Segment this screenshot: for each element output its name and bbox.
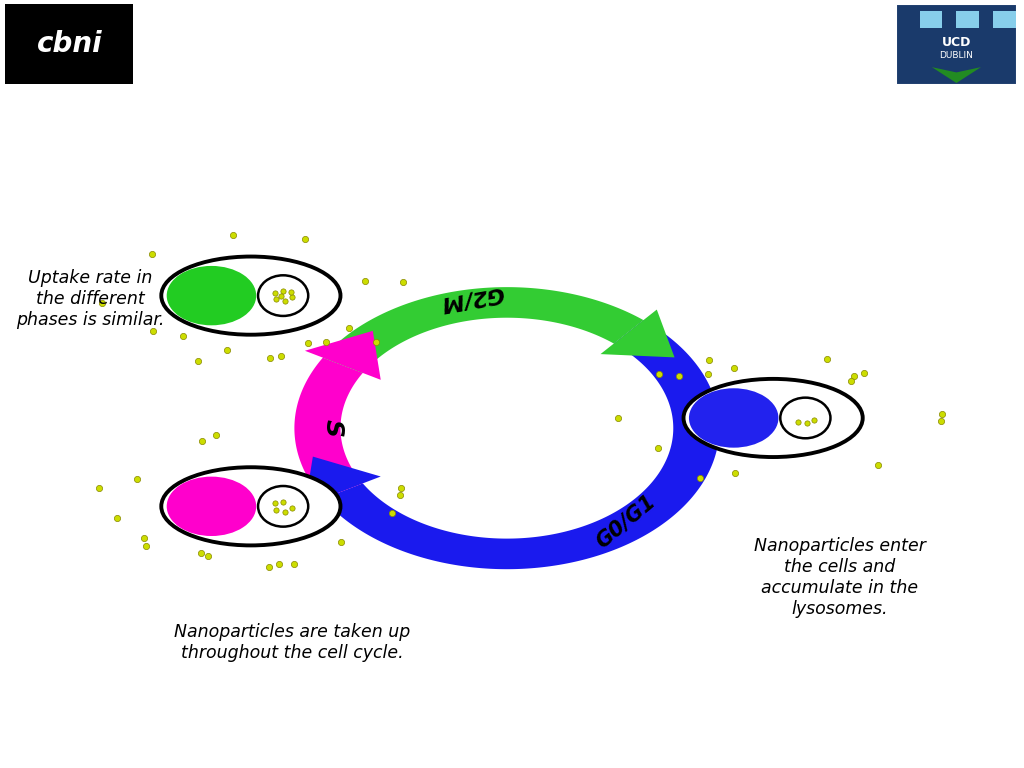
Circle shape [167,266,256,326]
Text: DUBLIN: DUBLIN [939,51,974,60]
Ellipse shape [684,379,862,457]
Ellipse shape [162,467,340,545]
Circle shape [689,389,778,448]
Ellipse shape [780,398,830,439]
FancyBboxPatch shape [993,11,1016,28]
FancyBboxPatch shape [5,5,133,84]
Text: Nanoparticles are taken up
throughout the cell cycle.: Nanoparticles are taken up throughout th… [174,623,410,662]
Text: G2/M: G2/M [439,282,506,313]
Polygon shape [932,67,981,83]
Text: Nanoparticle uptake in a cycling cell: example of a cell in G1
phase at the mome: Nanoparticle uptake in a cycling cell: e… [208,22,847,63]
Polygon shape [323,320,719,569]
FancyBboxPatch shape [920,11,942,28]
Text: cbni: cbni [37,30,102,58]
Ellipse shape [258,275,308,316]
Polygon shape [323,287,643,373]
Text: UCD: UCD [942,36,971,49]
Ellipse shape [162,257,340,335]
Circle shape [167,477,256,536]
Polygon shape [295,358,362,498]
FancyBboxPatch shape [896,4,1017,84]
Polygon shape [305,331,381,380]
Text: G0/G1: G0/G1 [592,492,658,552]
Text: Uptake rate in
the different
phases is similar.: Uptake rate in the different phases is s… [16,270,164,329]
Text: Nanoparticles enter
the cells and
accumulate in the
lysosomes.: Nanoparticles enter the cells and accumu… [754,538,926,618]
Polygon shape [305,457,381,505]
Polygon shape [600,310,675,357]
Ellipse shape [258,486,308,527]
Text: S: S [321,419,345,437]
FancyBboxPatch shape [956,11,979,28]
